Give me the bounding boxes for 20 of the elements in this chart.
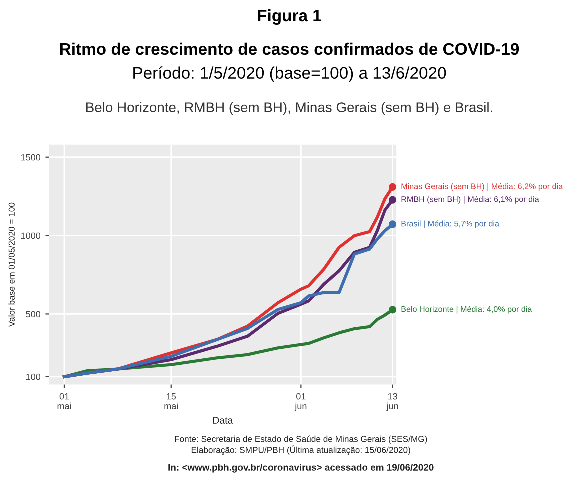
text: Elaboração: SMPU/PBH (Última atualização: 15/06/2020) xyxy=(192,446,410,455)
chart-title: Figura 1 Ritmo de crescimento de casos confirmados de COVID-19 xyxy=(60,9,520,56)
y-tick-label: 100 xyxy=(26,374,41,380)
source-note: Fonte: Secretaria de Estado de Saúde de Minas Gerais (SES/MG) xyxy=(175,436,428,444)
series-label: Minas Gerais (sem BH) | Média: 6,2% por dia xyxy=(402,183,564,191)
legend-title: Belo Horizonte, RMBH (sem BH), Minas Gerais (sem BH) e Brasil. xyxy=(86,102,492,116)
y-tick-label: 500 xyxy=(26,311,41,318)
x-tick-label: 01 jun xyxy=(294,393,307,412)
series-label: RMBH (sem BH) | Média: 6,1% por dia xyxy=(402,196,540,204)
x-tick-label: 01 mai xyxy=(58,393,72,410)
series-label: Brasil | Média: 5,7% por dia xyxy=(402,220,500,228)
chart-subtitle: Período: 1/5/2020 (base=100) a 13/6/2020 xyxy=(134,66,446,82)
x-axis-title: Data xyxy=(213,417,234,424)
series-label: Belo Horizonte | Média: 4,0% por dia xyxy=(402,306,532,314)
y-tick-label: 1500 xyxy=(21,154,41,161)
y-axis-title: Valor base em 01/05/2020 = 100 xyxy=(8,202,15,328)
y-tick-label: 1000 xyxy=(21,232,41,240)
text: In: <www.pbh.gov.br/coronavirus> acessado em 19/06/2020 xyxy=(168,464,434,473)
x-tick-label: 15 mai xyxy=(164,393,178,410)
x-tick-label: 13 jun xyxy=(386,393,398,412)
